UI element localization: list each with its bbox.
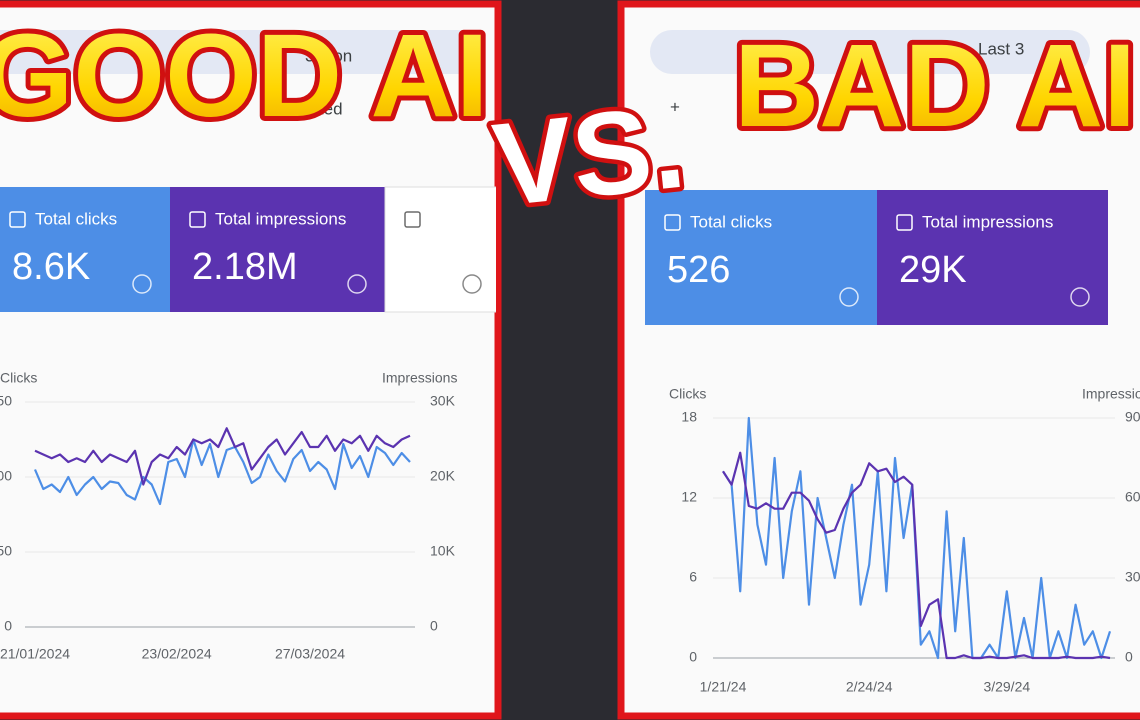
series-line <box>33 438 411 506</box>
card-label: Total clicks <box>35 209 117 228</box>
y-tick-label: 12 <box>681 489 697 505</box>
metric-card <box>645 190 877 325</box>
help-icon <box>347 274 367 294</box>
y2-tick-label: 300 <box>1125 569 1140 585</box>
y-tick-label: 150 <box>0 393 12 409</box>
x-tick-label: 21/01/2024 <box>0 646 70 662</box>
y-tick-label: 0 <box>4 618 12 634</box>
y-tick-label: 100 <box>0 468 12 484</box>
left-panel-content: 3 mon dated Total clicks 8.6K Total impressi… <box>0 30 496 662</box>
series-line <box>34 427 411 486</box>
card-label: Average <box>430 209 493 228</box>
card-value: 526 <box>667 249 730 291</box>
y-axis-title: Clicks <box>0 370 37 386</box>
headline-left: GOOD AI <box>0 10 488 142</box>
card-checkbox <box>664 214 681 231</box>
x-tick-label: 2/24/24 <box>846 679 893 695</box>
left-panel <box>0 0 502 720</box>
card-value: 2.18M <box>192 246 298 288</box>
right-panel-content: Last 3 + Total clicks 526 Total impressions 2… <box>645 30 1140 695</box>
toolbar-text: + <box>670 97 680 116</box>
series-line <box>722 451 1111 660</box>
y-tick-label: 50 <box>0 543 12 559</box>
card-checkbox <box>896 214 913 231</box>
y2-tick-label: 0 <box>1125 649 1133 665</box>
metric-card <box>0 187 170 312</box>
y2-tick-label: 900 <box>1125 409 1140 425</box>
card-label: Total impressions <box>215 209 346 228</box>
y-axis-title: Clicks <box>669 386 706 402</box>
card-value: 29K <box>899 249 967 291</box>
y2-tick-label: 10K <box>430 543 456 559</box>
help-icon <box>462 274 482 294</box>
right-panel <box>617 0 1140 720</box>
card-checkbox <box>189 211 206 228</box>
metric-card <box>170 187 385 312</box>
card-value: 2.2% <box>407 246 494 288</box>
toolbar-text: 3 mon <box>305 46 352 65</box>
toolbar-chip <box>0 30 480 74</box>
x-tick-label: 3/29/24 <box>983 679 1030 695</box>
help-icon <box>839 287 859 307</box>
toolbar-text: dated <box>300 99 343 118</box>
card-checkbox <box>9 211 26 228</box>
y2-tick-label: 30K <box>430 393 456 409</box>
y2-axis-title: Impressions <box>382 370 457 386</box>
help-icon <box>132 274 152 294</box>
card-label: Total clicks <box>690 212 772 231</box>
y2-tick-label: 600 <box>1125 489 1140 505</box>
card-label: Total impressions <box>922 212 1053 231</box>
y2-tick-label: 0 <box>430 618 438 634</box>
x-tick-label: 27/03/2024 <box>275 646 345 662</box>
headline-right: BAD AI <box>734 20 1136 152</box>
help-icon <box>1070 287 1090 307</box>
x-tick-label: 1/21/24 <box>700 679 747 695</box>
card-checkbox <box>404 211 421 228</box>
metric-card <box>877 190 1108 325</box>
y-tick-label: 6 <box>689 569 697 585</box>
headline-middle: VS. <box>488 81 691 232</box>
x-tick-label: 23/02/2024 <box>142 646 212 662</box>
card-value: 8.6K <box>12 246 90 288</box>
y2-axis-title: Impressions <box>1082 386 1140 402</box>
toolbar-chip <box>650 30 1090 74</box>
y-tick-label: 0 <box>689 649 697 665</box>
y2-tick-label: 20K <box>430 468 456 484</box>
y-tick-label: 18 <box>681 409 697 425</box>
toolbar-text: Last 3 <box>978 39 1024 58</box>
